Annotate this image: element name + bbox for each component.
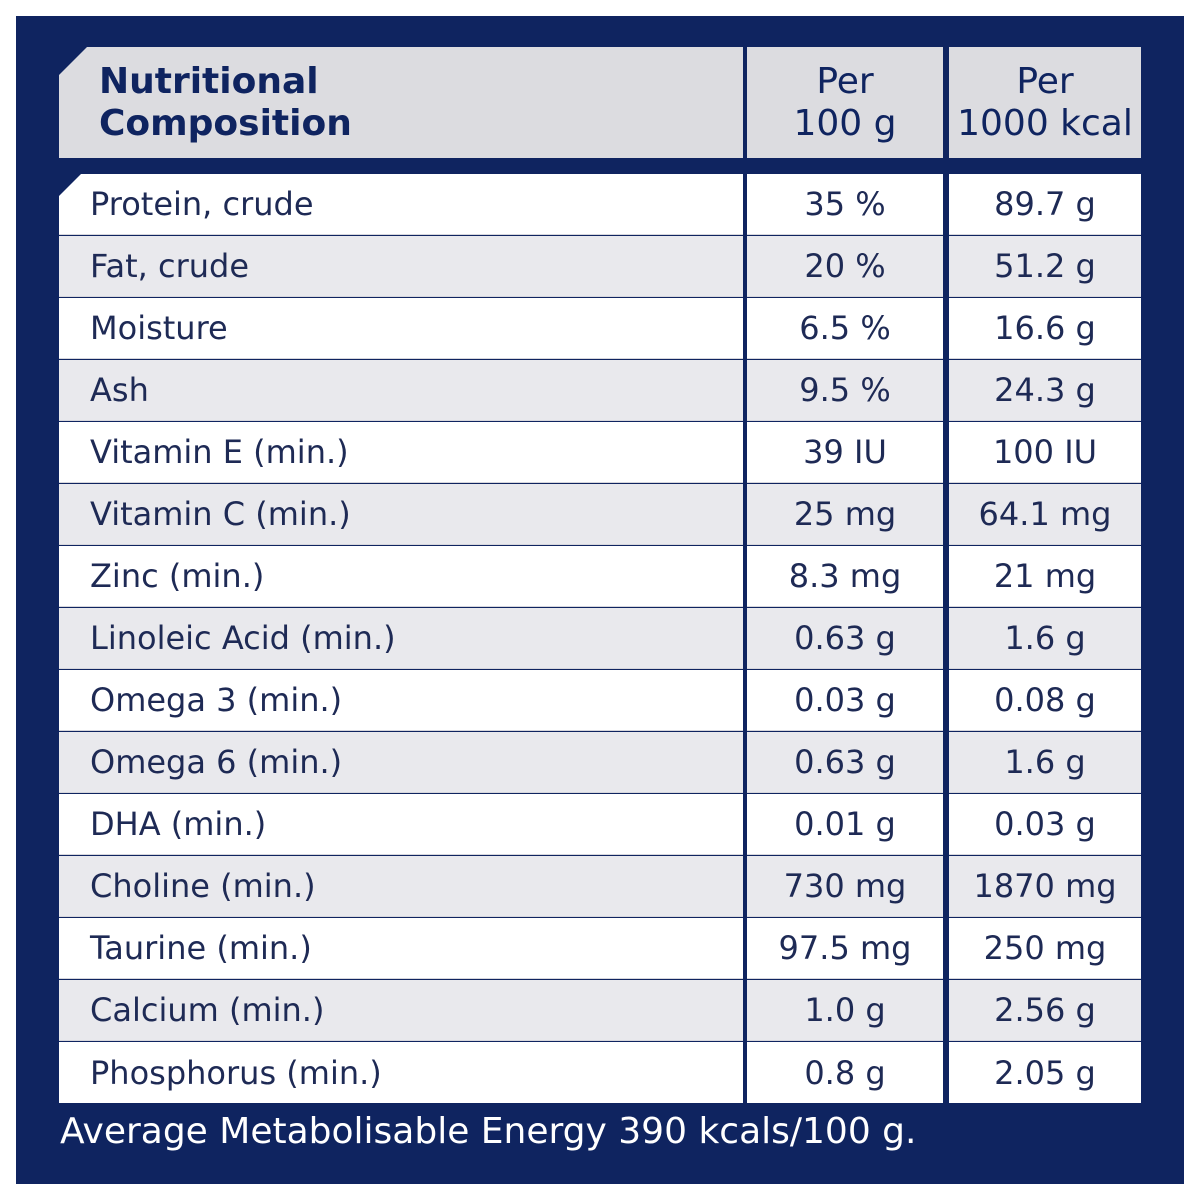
value-per-1000kcal: 89.7 g bbox=[949, 174, 1141, 235]
value-per-100g: 25 mg bbox=[747, 484, 943, 545]
value-per-1000kcal: 250 mg bbox=[949, 918, 1141, 979]
nutrient-name: Omega 3 (min.) bbox=[59, 670, 743, 731]
value-per-1000kcal: 2.05 g bbox=[949, 1042, 1141, 1103]
nutrient-name: Linoleic Acid (min.) bbox=[59, 608, 743, 669]
table-row: Fat, crude 20 % 51.2 g bbox=[59, 236, 1141, 298]
nutrient-name: Zinc (min.) bbox=[59, 546, 743, 607]
header-col2-line1: Per bbox=[1016, 60, 1074, 102]
value-per-1000kcal: 2.56 g bbox=[949, 980, 1141, 1041]
table-row: Omega 3 (min.) 0.03 g 0.08 g bbox=[59, 670, 1141, 732]
table-row: Taurine (min.) 97.5 mg 250 mg bbox=[59, 918, 1141, 980]
value-per-1000kcal: 0.08 g bbox=[949, 670, 1141, 731]
value-per-1000kcal: 0.03 g bbox=[949, 794, 1141, 855]
nutrient-name: DHA (min.) bbox=[59, 794, 743, 855]
value-per-100g: 35 % bbox=[747, 174, 943, 235]
table-row: Protein, crude 35 % 89.7 g bbox=[59, 174, 1141, 236]
value-per-100g: 1.0 g bbox=[747, 980, 943, 1041]
nutrient-name: Choline (min.) bbox=[59, 856, 743, 917]
header-col1-line1: Per bbox=[816, 60, 874, 102]
table-row: Choline (min.) 730 mg 1870 mg bbox=[59, 856, 1141, 918]
value-per-1000kcal: 1870 mg bbox=[949, 856, 1141, 917]
table-row: Calcium (min.) 1.0 g 2.56 g bbox=[59, 980, 1141, 1042]
table-row: Phosphorus (min.) 0.8 g 2.05 g bbox=[59, 1042, 1141, 1104]
value-per-100g: 20 % bbox=[747, 236, 943, 297]
table-row: DHA (min.) 0.01 g 0.03 g bbox=[59, 794, 1141, 856]
value-per-100g: 0.63 g bbox=[747, 732, 943, 793]
nutrient-name: Taurine (min.) bbox=[59, 918, 743, 979]
value-per-1000kcal: 16.6 g bbox=[949, 298, 1141, 359]
value-per-1000kcal: 24.3 g bbox=[949, 360, 1141, 421]
nutrient-name: Fat, crude bbox=[59, 236, 743, 297]
table-row: Moisture 6.5 % 16.6 g bbox=[59, 298, 1141, 360]
table-row: Vitamin C (min.) 25 mg 64.1 mg bbox=[59, 484, 1141, 546]
value-per-100g: 97.5 mg bbox=[747, 918, 943, 979]
value-per-100g: 730 mg bbox=[747, 856, 943, 917]
table-row: Zinc (min.) 8.3 mg 21 mg bbox=[59, 546, 1141, 608]
nutrient-name: Moisture bbox=[59, 298, 743, 359]
table-row: Linoleic Acid (min.) 0.63 g 1.6 g bbox=[59, 608, 1141, 670]
nutrient-name: Phosphorus (min.) bbox=[59, 1042, 743, 1103]
table-header-per-1000kcal: Per 1000 kcal bbox=[949, 47, 1141, 158]
nutrient-name: Vitamin E (min.) bbox=[59, 422, 743, 483]
table-row: Ash 9.5 % 24.3 g bbox=[59, 360, 1141, 422]
nutrient-name: Protein, crude bbox=[59, 174, 743, 235]
table-header-per-100g: Per 100 g bbox=[747, 47, 943, 158]
header-title-line1: Nutritional bbox=[99, 60, 319, 102]
value-per-100g: 6.5 % bbox=[747, 298, 943, 359]
value-per-100g: 8.3 mg bbox=[747, 546, 943, 607]
value-per-1000kcal: 1.6 g bbox=[949, 608, 1141, 669]
nutrient-name: Vitamin C (min.) bbox=[59, 484, 743, 545]
nutrient-name: Omega 6 (min.) bbox=[59, 732, 743, 793]
table-row: Vitamin E (min.) 39 IU 100 IU bbox=[59, 422, 1141, 484]
value-per-1000kcal: 100 IU bbox=[949, 422, 1141, 483]
table-header-title: Nutritional Composition bbox=[59, 47, 743, 158]
nutrient-name: Calcium (min.) bbox=[59, 980, 743, 1041]
table-row: Omega 6 (min.) 0.63 g 1.6 g bbox=[59, 732, 1141, 794]
nutrition-table-body: Protein, crude 35 % 89.7 g Fat, crude 20 % 51… bbox=[59, 174, 1141, 1104]
header-title-line2: Composition bbox=[99, 102, 352, 144]
header-col2-line2: 1000 kcal bbox=[957, 102, 1133, 144]
value-per-100g: 0.8 g bbox=[747, 1042, 943, 1103]
value-per-1000kcal: 21 mg bbox=[949, 546, 1141, 607]
value-per-100g: 39 IU bbox=[747, 422, 943, 483]
value-per-100g: 0.03 g bbox=[747, 670, 943, 731]
value-per-100g: 9.5 % bbox=[747, 360, 943, 421]
energy-footnote: Average Metabolisable Energy 390 kcals/1… bbox=[60, 1111, 917, 1152]
value-per-1000kcal: 64.1 mg bbox=[949, 484, 1141, 545]
header-col1-line2: 100 g bbox=[793, 102, 897, 144]
value-per-1000kcal: 1.6 g bbox=[949, 732, 1141, 793]
nutrient-name: Ash bbox=[59, 360, 743, 421]
value-per-1000kcal: 51.2 g bbox=[949, 236, 1141, 297]
value-per-100g: 0.01 g bbox=[747, 794, 943, 855]
value-per-100g: 0.63 g bbox=[747, 608, 943, 669]
